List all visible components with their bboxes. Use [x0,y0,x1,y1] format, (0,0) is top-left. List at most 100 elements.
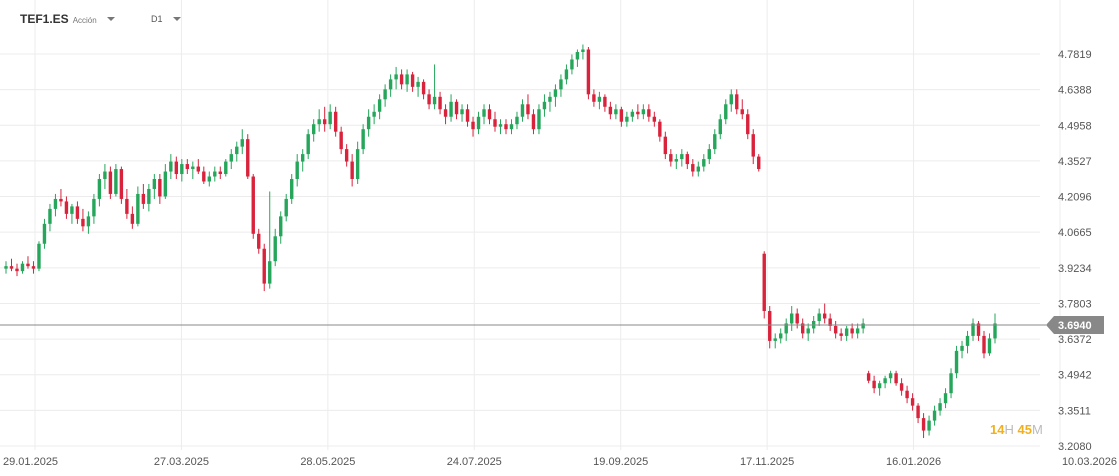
candle [366,109,371,137]
candle [410,71,415,92]
candle-body [570,59,574,70]
candle-body [372,111,376,117]
candle [987,333,992,356]
candle [647,104,651,122]
candle [680,149,684,167]
candle-body [839,333,843,336]
timeframe-label: D1 [151,14,163,24]
candle-body [410,74,415,87]
candle [636,104,640,120]
candle [559,74,563,97]
candle-body [152,179,157,189]
candle-body [844,328,849,336]
timeframe-selector[interactable]: D1 [151,10,181,28]
candle [833,320,838,339]
candle [350,154,354,187]
candle-body [949,373,953,394]
candle [196,159,201,175]
candle [20,261,25,274]
candle-body [822,313,827,319]
candle-body [333,111,338,132]
candle-body [680,154,684,160]
candle [910,393,915,411]
candle-body [718,119,722,135]
candle-body [20,263,25,272]
candle [487,104,492,125]
x-tick-label: 16.01.2026 [886,456,941,468]
countdown-minutes: 45 [1017,422,1032,437]
candle [916,403,920,424]
candle-body [273,236,277,262]
candle-body [982,335,986,354]
candle-body [603,96,607,107]
candle-body [817,313,821,321]
candle [894,370,898,386]
candle [822,303,827,324]
timeframe-dropdown-icon[interactable] [172,17,181,21]
candle-body [300,154,305,162]
x-tick-label: 24.07.2025 [447,456,502,468]
candle-body [311,124,316,135]
candles [4,44,997,439]
candle-body [713,134,717,150]
candle [850,323,854,339]
candle-body [751,134,755,157]
symbol-dropdown-icon[interactable] [106,17,115,21]
candle [427,89,431,110]
y-tick-label: 3.6372 [1058,334,1092,346]
candle-body [125,198,129,214]
candle-body [92,198,96,217]
candle [883,375,887,389]
candle-body [443,109,448,117]
candle [658,119,662,142]
candle [70,203,74,224]
candle [114,164,118,197]
candle [542,94,547,117]
candle-body [877,383,882,389]
candle [207,171,211,187]
candle-body [910,398,915,406]
candle-body [449,101,453,117]
candle [592,89,596,107]
candle-body [53,198,58,209]
candle [75,201,80,224]
candle [344,144,349,167]
candle [169,154,173,180]
candle [97,174,102,207]
candle [779,328,783,344]
candle [586,47,591,100]
candle-body [768,311,772,341]
candle-body [257,233,261,249]
candle [938,398,942,416]
candle-body [921,418,926,431]
candle-body [290,179,294,199]
candle-body [42,223,47,244]
candle-body [350,161,354,180]
candle [81,208,85,232]
candle-body [59,198,63,202]
candle-body [685,154,690,165]
candle [757,154,761,172]
candle [438,91,442,115]
candle-body [729,94,733,105]
candle-body [927,420,931,431]
candle-body [169,161,173,172]
symbol-selector[interactable]: TEF1.ES Acción [20,10,115,28]
candle-body [586,49,591,95]
candle [119,166,124,204]
candle-body [790,313,794,324]
candle [520,99,525,122]
candle-body [103,171,107,180]
candle-body [542,101,547,110]
candle [570,54,574,75]
candle-body [213,171,217,177]
candle [246,134,250,180]
candle-body [344,149,349,162]
candle-body [965,335,970,346]
candle [504,119,508,135]
candle [399,69,404,90]
candle [147,183,151,212]
y-tick-label: 3.2080 [1058,441,1092,453]
